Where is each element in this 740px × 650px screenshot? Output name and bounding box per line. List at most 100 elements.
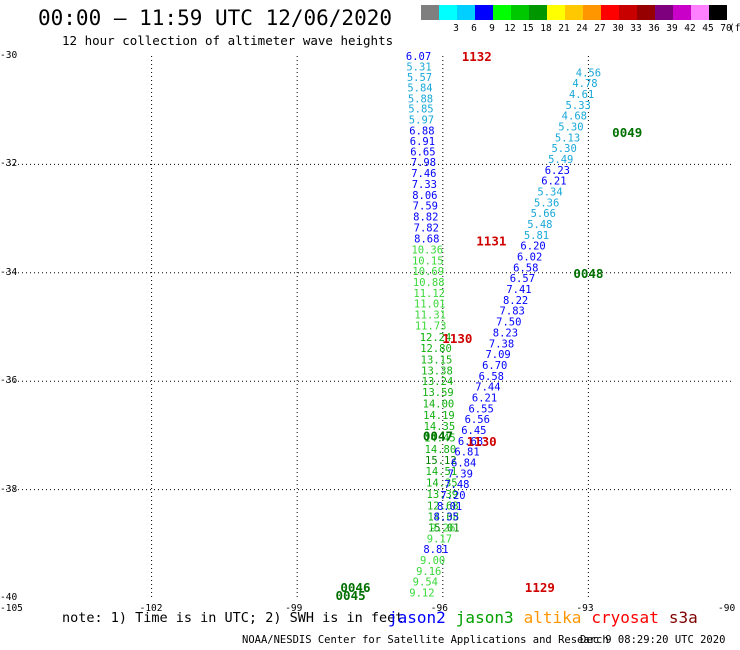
legend-label: 9: [489, 23, 495, 34]
wave-height-label: 14.80: [425, 444, 457, 456]
wave-height-label: 7.41: [506, 284, 531, 296]
footnote: note: 1) Time is in UTC; 2) SWH is in fe…: [62, 610, 404, 626]
legend-unit: (ft): [729, 23, 740, 34]
wave-height-label: 11.73: [415, 320, 447, 332]
wave-height-label: 6.21: [472, 392, 497, 404]
longitude-tick-label: -102: [139, 603, 163, 614]
wave-height-label: 14.35: [424, 421, 456, 433]
wave-height-label: 8.68: [414, 234, 439, 246]
generated-date: Dec 9 08:29:20 UTC 2020: [580, 634, 726, 646]
wave-height-label: 7.83: [500, 306, 525, 318]
wave-height-label: 7.09: [485, 349, 510, 361]
latitude-tick-label: -34: [0, 266, 18, 278]
longitude-tick-label: -96: [430, 603, 448, 614]
pass-time-label: 1130: [467, 434, 497, 449]
wave-height-label: 6.81: [454, 447, 479, 459]
wave-height-label: 8.35: [434, 512, 459, 524]
satellite-name-s3a: s3a: [668, 608, 698, 627]
legend-swatch: [583, 5, 601, 20]
wave-height-label: 6.57: [510, 273, 535, 285]
wave-height-label: 6.88: [409, 125, 434, 137]
pass-time-label: 0048: [573, 266, 603, 281]
wave-height-label: 7.46: [411, 168, 436, 180]
legend-label: 33: [630, 23, 642, 34]
legend-label: 30: [612, 23, 624, 34]
legend-swatch: [637, 5, 655, 20]
wave-height-label: 6.65: [410, 146, 435, 158]
wave-height-label: 15.01: [428, 523, 460, 535]
legend-label: 24: [576, 23, 588, 34]
wave-height-label: 5.66: [531, 208, 556, 220]
wave-height-label: 4.56: [576, 67, 601, 79]
wave-height-label: 12.24: [420, 332, 452, 344]
legend-label: 45: [702, 23, 714, 34]
wave-height-label: 6.07: [406, 51, 431, 63]
wave-height-label: 9.26: [430, 523, 455, 535]
wave-height-label: 7.50: [496, 317, 521, 329]
wave-height-label: 10.88: [413, 277, 445, 289]
wave-height-label: 4.61: [569, 89, 594, 101]
latitude-tick-label: -40: [0, 592, 18, 603]
wave-height-label: 5.30: [558, 121, 583, 133]
wave-height-label: 7.44: [475, 382, 500, 394]
wave-height-label: 12.68: [427, 500, 459, 512]
wave-height-label: 13.15: [421, 355, 453, 367]
pass-time-label: 0049: [612, 125, 642, 140]
satellite-name-cryosat: cryosat: [591, 608, 659, 627]
wave-height-label: 5.81: [524, 230, 549, 242]
wave-height-label: 14.45: [424, 433, 456, 445]
pass-time-label: 1129: [525, 580, 555, 595]
wave-height-label: 13.24: [422, 376, 454, 388]
latitude-tick-label: -32: [0, 158, 18, 170]
satellite-name-jason2: jason2: [388, 608, 446, 627]
pass-time-label: 0045: [336, 588, 366, 603]
wave-height-label: 8.06: [412, 190, 437, 202]
legend-label: 27: [594, 23, 606, 34]
wave-height-label: 7.33: [412, 179, 437, 191]
wave-height-label: 7.38: [489, 338, 514, 350]
wave-height-label: 6.20: [520, 241, 545, 253]
pass-time-label: 0046: [340, 580, 370, 595]
wave-height-label: 5.48: [527, 219, 552, 231]
page-subtitle: 12 hour collection of altimeter wave hei…: [62, 33, 394, 48]
wave-height-label: 10.36: [411, 244, 443, 256]
wave-height-label: 6.21: [541, 176, 566, 188]
wave-height-label: 6.58: [513, 262, 538, 274]
latitude-tick-label: -38: [0, 483, 18, 495]
wave-height-label: 5.97: [409, 114, 434, 126]
pass-time-label: 1131: [476, 233, 506, 248]
wave-height-label: 7.39: [448, 468, 473, 480]
legend-swatch: [529, 5, 547, 20]
legend-swatch: [439, 5, 457, 20]
legend-label: 18: [540, 23, 552, 34]
longitude-tick-label: -93: [576, 603, 594, 614]
wave-height-label: 6.68: [458, 436, 483, 448]
legend-swatch: [619, 5, 637, 20]
legend-swatch: [673, 5, 691, 20]
wave-height-label: 9.16: [416, 566, 441, 578]
wave-height-label: 5.30: [551, 143, 576, 155]
legend-swatch: [457, 5, 475, 20]
longitude-tick-label: -90: [718, 603, 736, 614]
legend-swatch: [691, 5, 709, 20]
wave-height-label: 14.35: [426, 478, 458, 490]
legend-label: 39: [666, 23, 678, 34]
wave-height-label: 6.45: [461, 425, 486, 437]
legend-label: 42: [684, 23, 696, 34]
wave-height-label: 8.01: [437, 501, 462, 513]
wave-height-label: 9.17: [427, 533, 452, 545]
wave-height-label: 14.00: [423, 398, 455, 410]
satellite-name-jason3: jason3: [455, 608, 514, 627]
wave-height-label: 9.00: [420, 555, 445, 567]
wave-height-label: 7.82: [414, 222, 439, 234]
legend-label: 15: [522, 23, 534, 34]
legend-label: 36: [648, 23, 660, 34]
wave-height-label: 5.13: [555, 132, 580, 144]
wave-height-label: 10.15: [412, 255, 444, 267]
legend-label: 6: [471, 23, 477, 34]
wave-height-label: 15.12: [425, 455, 457, 467]
wave-height-label: 5.57: [407, 72, 432, 84]
legend-label: 12: [504, 23, 516, 34]
pass-time-label: 0047: [423, 428, 453, 443]
legend-swatch: [475, 5, 493, 20]
